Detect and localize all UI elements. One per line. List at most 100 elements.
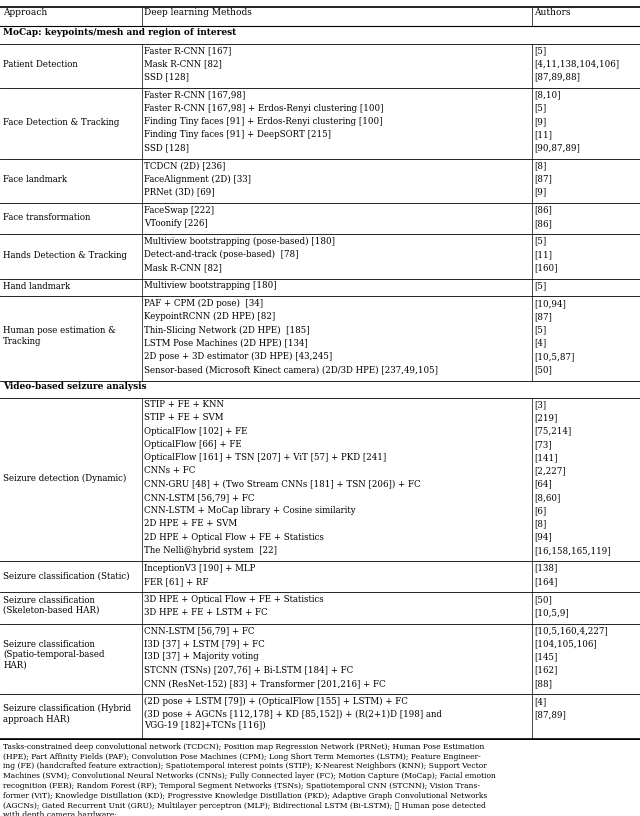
Text: OpticalFlow [161] + TSN [207] + ViT [57] + PKD [241]: OpticalFlow [161] + TSN [207] + ViT [57]… — [144, 453, 387, 462]
Text: [50]: [50] — [534, 595, 552, 604]
Text: (2D pose + LSTM [79]) + (OpticalFlow [155] + LSTM) + FC: (2D pose + LSTM [79]) + (OpticalFlow [15… — [144, 697, 408, 706]
Text: [160]: [160] — [534, 264, 558, 273]
Text: Faster R-CNN [167,98]: Faster R-CNN [167,98] — [144, 91, 245, 100]
Text: Sensor-based (Microsoft Kinect camera) (2D/3D HPE) [237,49,105]: Sensor-based (Microsoft Kinect camera) (… — [144, 365, 438, 375]
Text: The Nelli@hybrid system  [22]: The Nelli@hybrid system [22] — [144, 546, 277, 555]
Text: Seizure detection (Dynamic): Seizure detection (Dynamic) — [3, 474, 127, 483]
Text: Approach: Approach — [3, 8, 47, 17]
Text: FaceSwap [222]: FaceSwap [222] — [144, 206, 214, 215]
Text: [8,10]: [8,10] — [534, 91, 561, 100]
Text: Seizure classification
(Spatio-temporal-based
HAR): Seizure classification (Spatio-temporal-… — [3, 640, 105, 670]
Text: PAF + CPM (2D pose)  [34]: PAF + CPM (2D pose) [34] — [144, 299, 263, 308]
Text: CNN-LSTM [56,79] + FC: CNN-LSTM [56,79] + FC — [144, 493, 255, 502]
Text: STIP + FE + SVM: STIP + FE + SVM — [144, 414, 223, 423]
Text: [6]: [6] — [534, 506, 547, 515]
Text: [11]: [11] — [534, 130, 552, 139]
Text: (3D pose + AGCNs [112,178] + KD [85,152]) + (R(2+1)D [198] and
VGG-19 [182]+TCNs: (3D pose + AGCNs [112,178] + KD [85,152]… — [144, 710, 442, 730]
Text: [5]: [5] — [534, 104, 547, 113]
Text: [87]: [87] — [534, 313, 552, 322]
Text: [64]: [64] — [534, 480, 552, 489]
Text: [4]: [4] — [534, 339, 547, 348]
Text: 3D HPE + FE + LSTM + FC: 3D HPE + FE + LSTM + FC — [144, 608, 268, 617]
Text: Face Detection & Tracking: Face Detection & Tracking — [3, 118, 120, 126]
Text: Thin-Slicing Network (2D HPE)  [185]: Thin-Slicing Network (2D HPE) [185] — [144, 326, 310, 335]
Text: [10,5,160,4,227]: [10,5,160,4,227] — [534, 626, 608, 635]
Text: [10,94]: [10,94] — [534, 299, 566, 308]
Text: Patient Detection: Patient Detection — [3, 60, 78, 69]
Text: Video-based seizure analysis: Video-based seizure analysis — [3, 382, 147, 391]
Text: [8,60]: [8,60] — [534, 493, 561, 502]
Text: [16,158,165,119]: [16,158,165,119] — [534, 546, 611, 555]
Text: TCDCN (2D) [236]: TCDCN (2D) [236] — [144, 162, 225, 171]
Text: [73]: [73] — [534, 440, 552, 449]
Text: [104,105,106]: [104,105,106] — [534, 639, 597, 648]
Text: Deep learning Methods: Deep learning Methods — [144, 8, 252, 17]
Text: [4,11,138,104,106]: [4,11,138,104,106] — [534, 60, 620, 69]
Text: 2D HPE + FE + SVM: 2D HPE + FE + SVM — [144, 520, 237, 529]
Text: [50]: [50] — [534, 365, 552, 375]
Text: [10,5,87]: [10,5,87] — [534, 352, 575, 361]
Text: [8]: [8] — [534, 520, 547, 529]
Text: 2D HPE + Optical Flow + FE + Statistics: 2D HPE + Optical Flow + FE + Statistics — [144, 533, 324, 542]
Text: 3D HPE + Optical Flow + FE + Statistics: 3D HPE + Optical Flow + FE + Statistics — [144, 595, 324, 604]
Text: OpticalFlow [66] + FE: OpticalFlow [66] + FE — [144, 440, 242, 449]
Text: [5]: [5] — [534, 46, 547, 55]
Text: Multiview bootstrapping (pose-based) [180]: Multiview bootstrapping (pose-based) [18… — [144, 237, 335, 246]
Text: [90,87,89]: [90,87,89] — [534, 144, 580, 153]
Text: SSD [128]: SSD [128] — [144, 144, 189, 153]
Text: Seizure classification (Hybrid
approach HAR): Seizure classification (Hybrid approach … — [3, 704, 131, 724]
Text: [9]: [9] — [534, 117, 547, 126]
Text: [4]: [4] — [534, 697, 547, 706]
Text: [164]: [164] — [534, 577, 558, 586]
Text: STCNN (TSNs) [207,76] + Bi-LSTM [184] + FC: STCNN (TSNs) [207,76] + Bi-LSTM [184] + … — [144, 666, 353, 675]
Text: [3]: [3] — [534, 400, 547, 410]
Text: [86]: [86] — [534, 206, 552, 215]
Text: Mask R-CNN [82]: Mask R-CNN [82] — [144, 60, 222, 69]
Text: Mask R-CNN [82]: Mask R-CNN [82] — [144, 264, 222, 273]
Text: [87,89,88]: [87,89,88] — [534, 73, 580, 82]
Text: [8]: [8] — [534, 162, 547, 171]
Text: VToonify [226]: VToonify [226] — [144, 219, 208, 228]
Text: [94]: [94] — [534, 533, 552, 542]
Text: [10,5,9]: [10,5,9] — [534, 608, 569, 617]
Text: [141]: [141] — [534, 453, 558, 462]
Text: [88]: [88] — [534, 679, 552, 688]
Text: Hand landmark: Hand landmark — [3, 282, 70, 290]
Text: [5]: [5] — [534, 326, 547, 335]
Text: [11]: [11] — [534, 250, 552, 259]
Text: Face transformation: Face transformation — [3, 213, 91, 222]
Text: [5]: [5] — [534, 237, 547, 246]
Text: Detect-and-track (pose-based)  [78]: Detect-and-track (pose-based) [78] — [144, 250, 298, 259]
Text: [87]: [87] — [534, 175, 552, 184]
Text: CNN-GRU [48] + (Two Stream CNNs [181] + TSN [206]) + FC: CNN-GRU [48] + (Two Stream CNNs [181] + … — [144, 480, 420, 489]
Text: MoCap: keypoints/mesh and region of interest: MoCap: keypoints/mesh and region of inte… — [3, 28, 236, 37]
Text: CNNs + FC: CNNs + FC — [144, 467, 195, 476]
Text: [138]: [138] — [534, 564, 558, 573]
Text: KeypointRCNN (2D HPE) [82]: KeypointRCNN (2D HPE) [82] — [144, 313, 275, 322]
Text: I3D [37] + Majority voting: I3D [37] + Majority voting — [144, 653, 259, 662]
Text: I3D [37] + LSTM [79] + FC: I3D [37] + LSTM [79] + FC — [144, 639, 265, 648]
Text: [219]: [219] — [534, 414, 558, 423]
Text: [5]: [5] — [534, 281, 547, 290]
Text: Finding Tiny faces [91] + DeepSORT [215]: Finding Tiny faces [91] + DeepSORT [215] — [144, 130, 331, 139]
Text: CNN-LSTM [56,79] + FC: CNN-LSTM [56,79] + FC — [144, 626, 255, 635]
Text: [86]: [86] — [534, 219, 552, 228]
Text: FaceAlignment (2D) [33]: FaceAlignment (2D) [33] — [144, 175, 251, 184]
Text: 2D pose + 3D estimator (3D HPE) [43,245]: 2D pose + 3D estimator (3D HPE) [43,245] — [144, 352, 332, 361]
Text: Multiview bootstrapping [180]: Multiview bootstrapping [180] — [144, 281, 276, 290]
Text: [162]: [162] — [534, 666, 558, 675]
Text: [145]: [145] — [534, 653, 558, 662]
Text: Seizure classification (Static): Seizure classification (Static) — [3, 571, 130, 580]
Text: [2,227]: [2,227] — [534, 467, 566, 476]
Text: [87,89]: [87,89] — [534, 710, 566, 719]
Text: SSD [128]: SSD [128] — [144, 73, 189, 82]
Text: [75,214]: [75,214] — [534, 427, 572, 436]
Text: InceptionV3 [190] + MLP: InceptionV3 [190] + MLP — [144, 564, 255, 573]
Text: LSTM Pose Machines (2D HPE) [134]: LSTM Pose Machines (2D HPE) [134] — [144, 339, 308, 348]
Text: Finding Tiny faces [91] + Erdos-Renyi clustering [100]: Finding Tiny faces [91] + Erdos-Renyi cl… — [144, 117, 383, 126]
Text: Hands Detection & Tracking: Hands Detection & Tracking — [3, 251, 127, 259]
Text: STIP + FE + KNN: STIP + FE + KNN — [144, 400, 224, 410]
Text: Face landmark: Face landmark — [3, 175, 67, 184]
Text: [9]: [9] — [534, 188, 547, 197]
Text: Faster R-CNN [167]: Faster R-CNN [167] — [144, 46, 232, 55]
